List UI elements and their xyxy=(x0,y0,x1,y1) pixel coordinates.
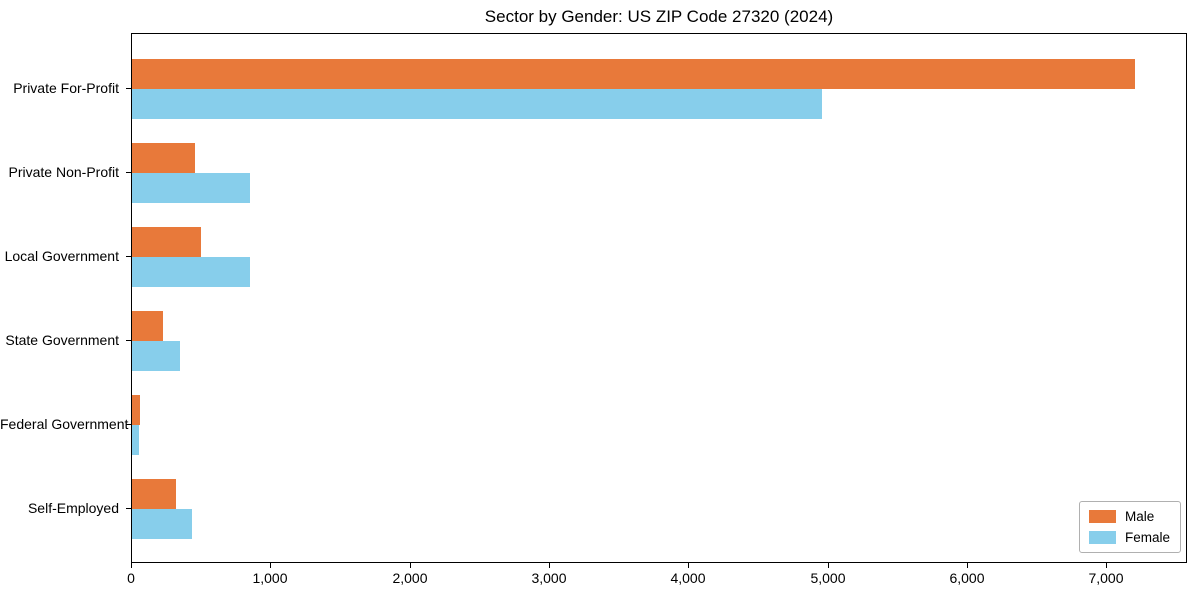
legend-swatch-female xyxy=(1088,531,1116,544)
xtick-label-6-000: 6,000 xyxy=(949,570,985,586)
ytick-mark-private-non-profit xyxy=(126,172,131,173)
bar-female-state-government xyxy=(132,341,180,371)
bar-male-private-non-profit xyxy=(132,143,195,173)
bar-male-local-government xyxy=(132,227,201,257)
xtick-label-1-000: 1,000 xyxy=(252,570,288,586)
xtick-mark-2-000 xyxy=(410,563,411,568)
ytick-mark-state-government xyxy=(126,340,131,341)
xtick-label-3-000: 3,000 xyxy=(531,570,567,586)
xtick-mark-7-000 xyxy=(1106,563,1107,568)
xtick-label-2-000: 2,000 xyxy=(392,570,428,586)
xtick-mark-6-000 xyxy=(967,563,968,568)
xtick-label-0: 0 xyxy=(127,570,135,586)
bar-male-private-for-profit xyxy=(132,59,1135,89)
bar-female-local-government xyxy=(132,257,250,287)
xtick-mark-1-000 xyxy=(270,563,271,568)
ytick-label-self-employed: Self-Employed xyxy=(27,500,119,516)
chart-title: Sector by Gender: US ZIP Code 27320 (202… xyxy=(484,7,834,26)
ytick-mark-self-employed xyxy=(126,508,131,509)
plot-area xyxy=(131,33,1187,563)
xtick-mark-0 xyxy=(131,563,132,568)
ytick-label-federal-government: Federal Government xyxy=(0,416,129,432)
bar-female-private-non-profit xyxy=(132,173,250,203)
legend-label-female: Female xyxy=(1124,530,1170,545)
ytick-label-private-for-profit: Private For-Profit xyxy=(13,80,119,96)
ytick-label-state-government: State Government xyxy=(5,332,119,348)
xtick-label-4-000: 4,000 xyxy=(670,570,706,586)
legend-label-male: Male xyxy=(1124,509,1155,524)
xtick-label-7-000: 7,000 xyxy=(1088,570,1124,586)
ytick-mark-private-for-profit xyxy=(126,88,131,89)
ytick-label-local-government: Local Government xyxy=(4,248,119,264)
ytick-label-private-non-profit: Private Non-Profit xyxy=(8,164,119,180)
legend: Male Female xyxy=(1078,501,1181,553)
xtick-label-5-000: 5,000 xyxy=(810,570,846,586)
ytick-mark-local-government xyxy=(126,256,131,257)
legend-swatch-male xyxy=(1088,510,1116,523)
bar-female-private-for-profit xyxy=(132,89,822,119)
legend-item-female: Female xyxy=(1088,530,1170,545)
bar-female-federal-government xyxy=(132,425,139,455)
bar-female-self-employed xyxy=(132,509,192,539)
bar-male-state-government xyxy=(132,311,163,341)
xtick-mark-4-000 xyxy=(688,563,689,568)
xtick-mark-5-000 xyxy=(828,563,829,568)
legend-item-male: Male xyxy=(1088,509,1170,524)
ytick-mark-federal-government xyxy=(126,424,131,425)
bar-male-self-employed xyxy=(132,479,176,509)
bar-male-federal-government xyxy=(132,395,140,425)
xtick-mark-3-000 xyxy=(549,563,550,568)
